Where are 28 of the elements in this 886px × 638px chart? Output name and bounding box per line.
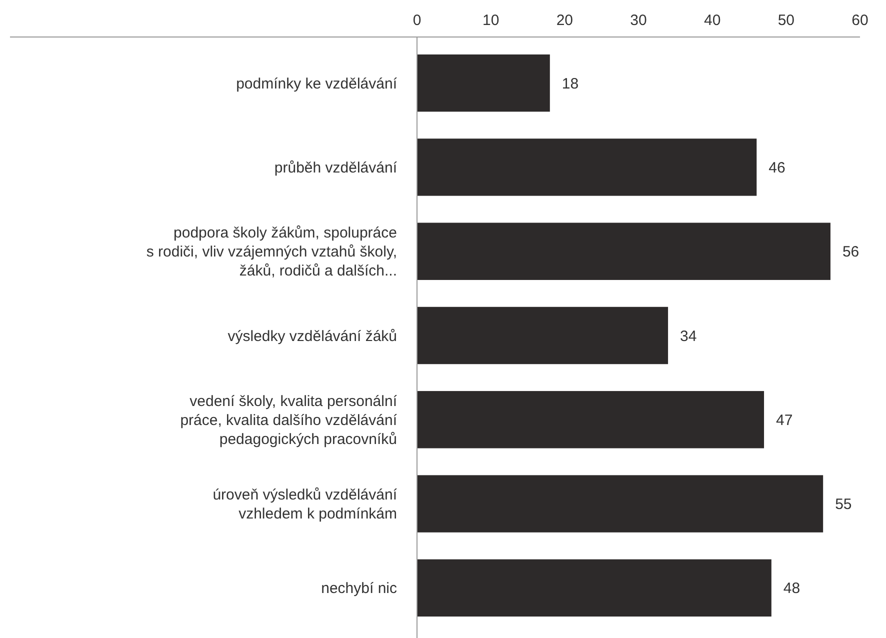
y-tick-label: nechybí nic [321,580,398,598]
x-tick-label: 40 [704,12,721,29]
y-tick-label: úroveň výsledků vzdělávání vzhledem k podmínkám [212,486,398,523]
data-label: 46 [768,159,786,176]
x-tick-label: 30 [630,12,647,29]
x-tick-label: 20 [556,12,574,29]
bar [417,306,668,364]
y-tick-label: podpora školy žákům, spolupráce s rodiči, vliv vzájemných vztahů školy, žáků, rodičů a dalších... [146,224,397,280]
bar [417,391,764,448]
bar [417,138,757,196]
y-tick-label: výsledky vzdělávání žáků [228,328,397,345]
x-tick-label: 60 [852,12,868,29]
data-label: 56 [842,244,860,261]
y-tick-label: průběh vzdělávání [274,159,398,176]
x-tick-label: 50 [778,12,795,29]
bar [417,475,824,532]
bar [417,222,830,280]
x-tick-label: 0 [412,12,422,29]
data-label: 34 [680,328,697,345]
y-tick-label: vedení školy, kvalita personální práce, kvalita dalšího vzdělávání pedagogických pracovníků [180,392,398,448]
data-label: 47 [776,412,793,429]
data-label: 18 [562,75,579,92]
y-tick-label: podmínky ke vzdělávání [236,75,398,92]
data-label: 55 [835,496,852,514]
bar [417,559,772,617]
data-label: 48 [783,580,800,598]
bar [417,54,550,112]
x-tick-label: 10 [482,12,500,29]
